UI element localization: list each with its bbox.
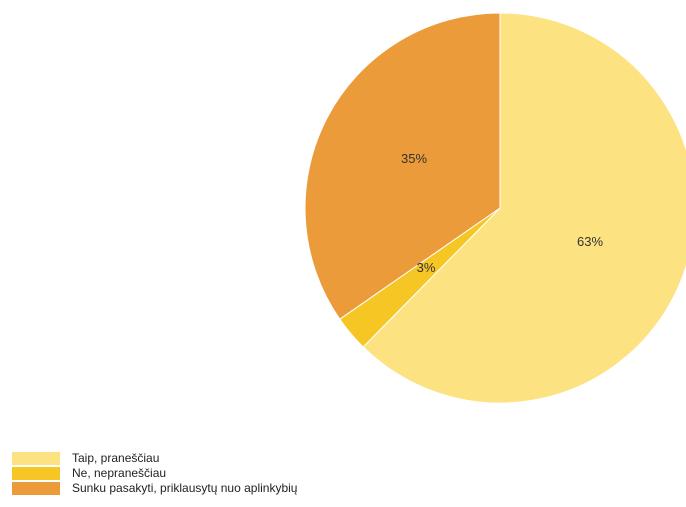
pie-slice xyxy=(304,12,501,320)
legend-swatch xyxy=(12,482,60,495)
legend-label: Ne, nepraneščiau xyxy=(72,466,167,480)
legend-item: Ne, nepraneščiau xyxy=(12,466,297,481)
pie-slice-label: 63% xyxy=(577,234,603,249)
legend-swatch xyxy=(12,452,60,465)
pie-slice xyxy=(362,12,686,404)
legend: Taip, praneščiau Ne, nepraneščiau Sunku … xyxy=(12,451,297,496)
legend-label: Taip, praneščiau xyxy=(72,451,160,465)
pie-slice-label: 35% xyxy=(401,151,427,166)
legend-item: Taip, praneščiau xyxy=(12,451,297,466)
legend-swatch xyxy=(12,467,60,480)
pie-slice-label: 3% xyxy=(417,260,436,275)
legend-item: Sunku pasakyti, priklausytų nuo aplinkyb… xyxy=(12,481,297,496)
legend-label: Sunku pasakyti, priklausytų nuo aplinkyb… xyxy=(72,481,298,495)
